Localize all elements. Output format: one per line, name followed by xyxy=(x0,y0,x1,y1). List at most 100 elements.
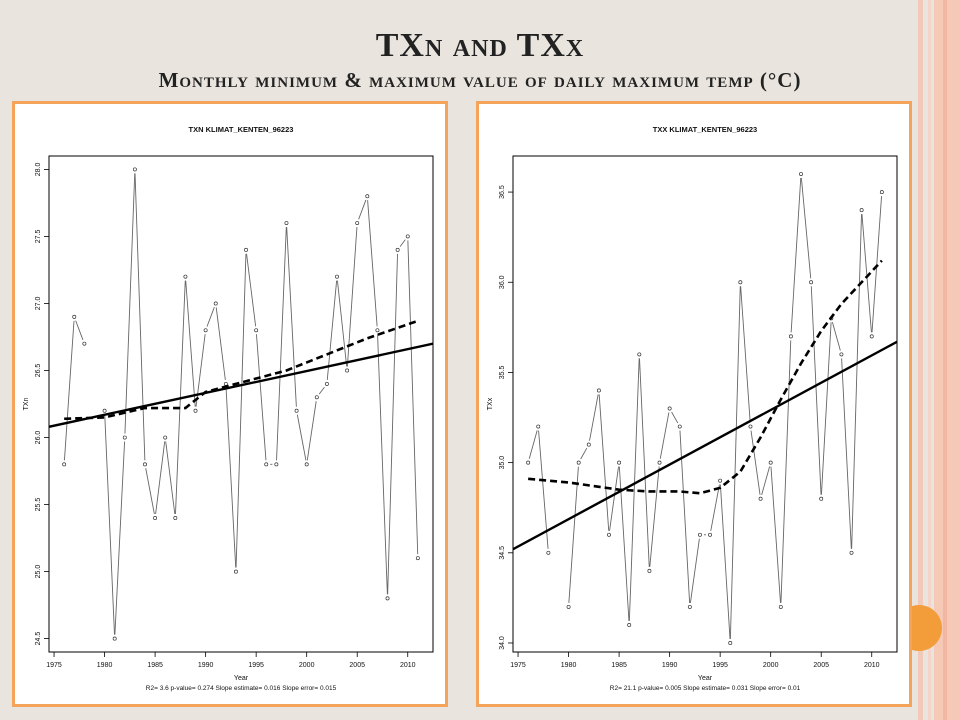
data-line-segment xyxy=(528,430,538,459)
data-point xyxy=(839,352,844,357)
data-point xyxy=(314,395,319,400)
y-tick-label: 26.5 xyxy=(35,364,42,378)
data-line-segment xyxy=(831,322,841,351)
data-line-segment xyxy=(296,414,307,461)
x-tick-label: 1980 xyxy=(97,662,113,669)
y-tick-label: 36.5 xyxy=(499,185,506,199)
data-point xyxy=(708,532,713,537)
data-point xyxy=(667,406,672,411)
data-point xyxy=(607,532,611,537)
decor-stripe xyxy=(943,0,947,720)
data-line-segment xyxy=(377,334,388,595)
data-line-segment xyxy=(659,412,670,459)
y-tick-label: 36.0 xyxy=(499,275,506,289)
x-tick-label: 2010 xyxy=(400,662,416,669)
x-tick-label: 1975 xyxy=(510,662,526,669)
data-line-segment xyxy=(387,253,398,595)
data-line-segment xyxy=(246,253,257,327)
data-point xyxy=(244,247,249,252)
data-point xyxy=(799,172,803,176)
decor-stripe xyxy=(918,0,923,720)
data-point xyxy=(395,247,400,252)
data-line-segment xyxy=(689,538,700,604)
data-line-segment xyxy=(729,286,741,639)
data-point xyxy=(637,352,642,357)
data-line-segment xyxy=(780,340,792,603)
data-line-segment xyxy=(124,173,136,434)
chart-panel-txx: TXX KLIMAT_KENTEN_96223 1975 1980 1985 1990 1… xyxy=(476,101,912,707)
data-point xyxy=(365,194,370,199)
data-line-segment xyxy=(114,441,126,635)
plot-frame xyxy=(48,155,434,653)
data-line-segment xyxy=(75,320,84,341)
y-tick-label: 35.0 xyxy=(499,456,506,470)
data-point xyxy=(72,314,77,319)
data-point xyxy=(173,515,178,520)
data-point xyxy=(687,604,692,609)
chart-title: TXN KLIMAT_KENTEN_96223 xyxy=(189,125,294,134)
data-line-segment xyxy=(215,307,226,380)
data-point xyxy=(213,301,218,306)
data-point xyxy=(294,408,299,413)
linear-trend-line xyxy=(49,342,433,428)
data-point xyxy=(718,478,723,483)
data-point xyxy=(859,208,864,213)
data-point xyxy=(183,274,188,279)
data-line-segment xyxy=(851,214,862,549)
data-point xyxy=(647,568,652,573)
data-line-segment xyxy=(719,484,731,640)
x-tick-label: 2010 xyxy=(864,662,880,669)
chart-title: TXX KLIMAT_KENTEN_96223 xyxy=(653,125,757,134)
y-tick-label: 27.5 xyxy=(35,230,42,244)
data-line-segment xyxy=(861,214,872,333)
data-point xyxy=(284,221,289,225)
linear-trend-line xyxy=(513,340,897,551)
y-tick-label: 35.5 xyxy=(499,366,506,380)
data-line-segment xyxy=(589,394,599,441)
data-point xyxy=(748,424,753,429)
x-tick-label: 2005 xyxy=(349,662,365,669)
data-point xyxy=(405,234,410,239)
data-line-segment xyxy=(225,387,237,568)
x-tick-label: 1990 xyxy=(198,662,214,669)
data-line-segment xyxy=(276,227,287,461)
data-line-segment xyxy=(820,322,832,495)
regression-stats: R2= 21.1 p-value= 0.005 Slope estimate= … xyxy=(610,685,801,692)
data-point xyxy=(596,388,601,393)
data-line-segment xyxy=(740,286,751,423)
y-tick-label: 34.0 xyxy=(499,636,506,650)
data-point xyxy=(355,221,360,225)
data-point xyxy=(274,462,279,467)
data-point xyxy=(819,496,824,501)
data-point xyxy=(112,636,117,641)
data-line-segment xyxy=(256,334,267,461)
data-point xyxy=(677,424,682,429)
data-line-segment xyxy=(104,414,115,635)
data-point xyxy=(586,442,591,447)
data-line-segment xyxy=(750,430,761,495)
data-line-segment xyxy=(568,466,579,603)
data-point xyxy=(728,641,733,645)
data-point xyxy=(385,596,390,601)
data-point xyxy=(254,328,259,333)
data-line-segment xyxy=(206,307,215,327)
data-line-segment xyxy=(810,286,822,495)
data-point xyxy=(132,167,137,172)
x-tick-label: 1995 xyxy=(712,662,728,669)
data-line-segment xyxy=(145,468,155,515)
data-point xyxy=(324,381,329,386)
x-axis-label: Year xyxy=(234,675,249,682)
plot-frame xyxy=(512,155,898,653)
data-line-segment xyxy=(399,239,406,247)
data-line-segment xyxy=(671,411,679,424)
data-point xyxy=(768,460,773,465)
data-point xyxy=(576,460,581,465)
data-line-segment xyxy=(185,280,196,407)
data-line-segment xyxy=(800,177,812,279)
data-point xyxy=(788,334,793,339)
y-axis-label: TXx xyxy=(487,397,494,410)
data-point xyxy=(849,550,854,555)
decor-stripe xyxy=(928,0,931,720)
slide-subtitle: Monthly minimum & maximum value of daily… xyxy=(158,68,802,92)
data-line-segment xyxy=(538,430,549,549)
